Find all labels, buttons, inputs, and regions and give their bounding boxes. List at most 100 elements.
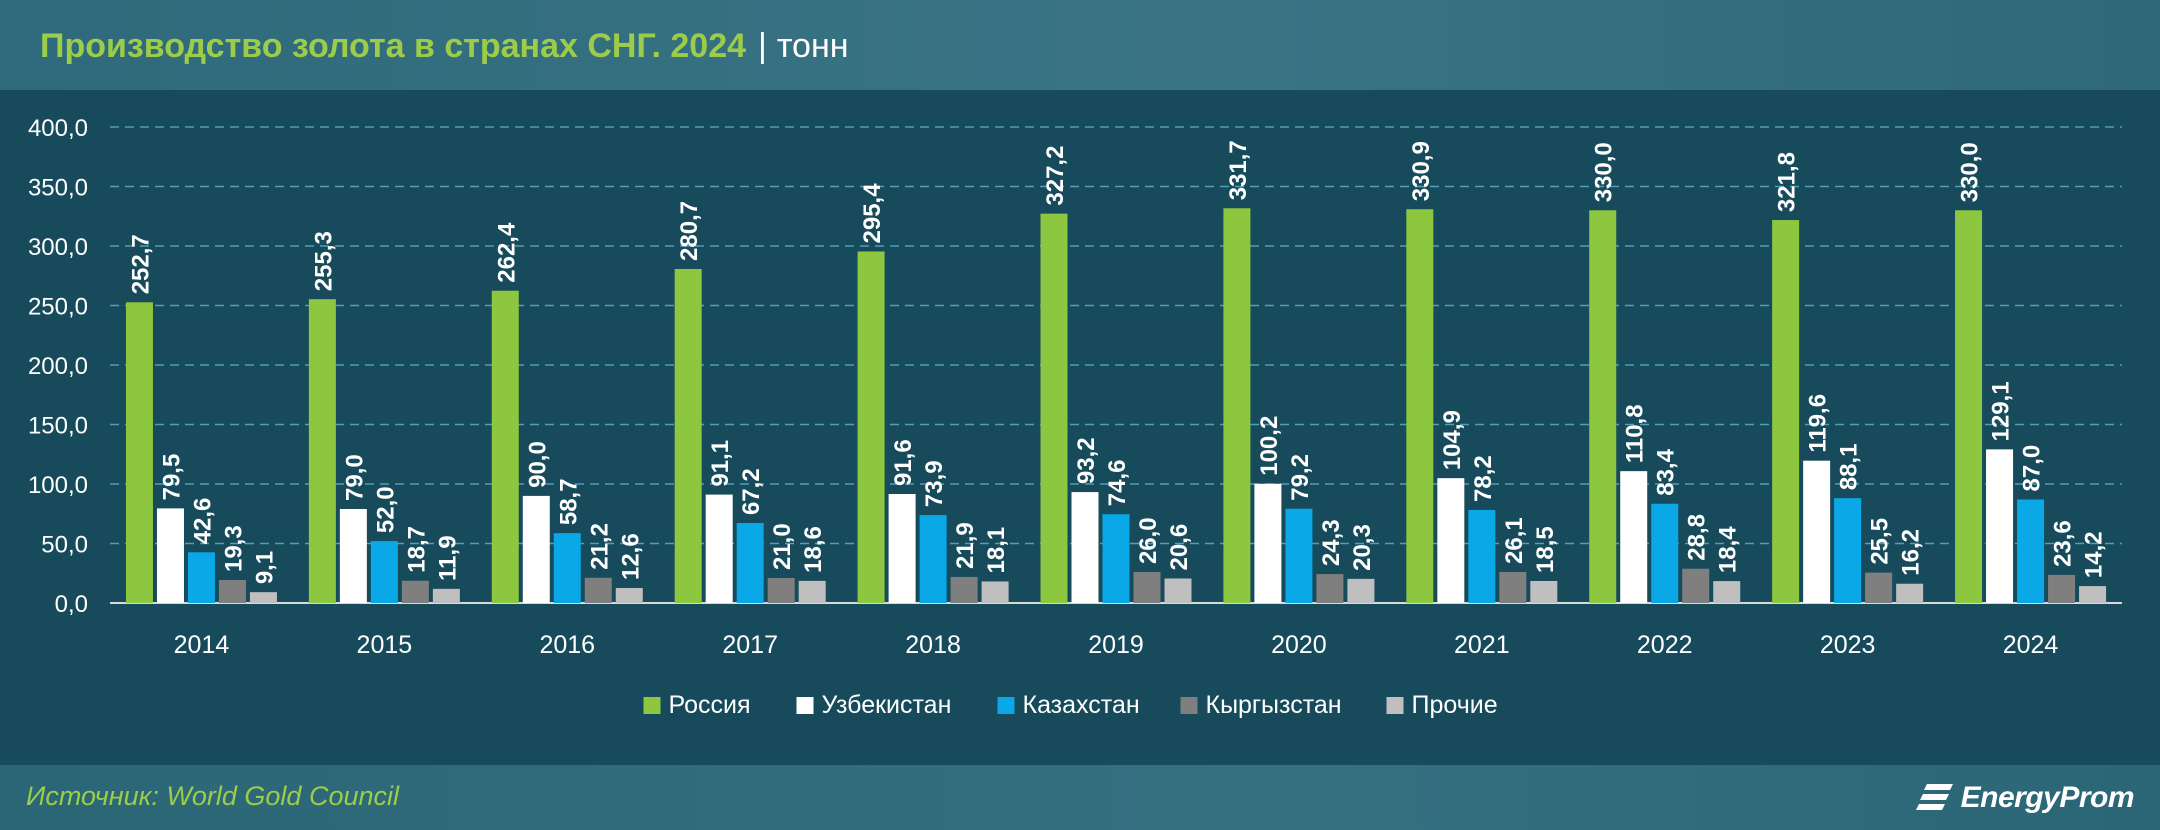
- data-label: 74,6: [1104, 460, 1131, 507]
- y-tick-label: 50,0: [41, 532, 88, 559]
- bar: [1468, 509, 1496, 603]
- legend-swatch: [997, 697, 1015, 714]
- data-label: 330,0: [1957, 142, 1984, 202]
- data-label: 16,2: [1898, 529, 1925, 576]
- legend-label: Прочие: [1412, 691, 1498, 719]
- bar: [1803, 460, 1831, 603]
- data-label: 11,9: [434, 535, 461, 580]
- data-label: 79,5: [158, 454, 185, 501]
- bar: [1164, 578, 1192, 603]
- bar: [1896, 583, 1924, 603]
- y-tick-label: 150,0: [28, 413, 88, 440]
- y-tick-label: 200,0: [28, 353, 88, 380]
- legend-swatch: [796, 697, 814, 714]
- data-label: 119,6: [1805, 394, 1832, 453]
- energyprom-logo-icon: [1915, 784, 1953, 810]
- data-label: 110,8: [1622, 404, 1649, 463]
- data-label: 26,1: [1501, 517, 1528, 564]
- data-label: 330,0: [1591, 142, 1618, 202]
- data-label: 330,9: [1408, 141, 1435, 201]
- data-label: 93,2: [1073, 437, 1100, 484]
- bar: [1102, 514, 1130, 603]
- data-label: 321,8: [1774, 152, 1801, 212]
- legend-label: Казахстан: [1023, 691, 1140, 719]
- title-separator: |: [758, 27, 767, 65]
- bar-chart: 0,0 50,0 100,0 150,0 200,0 250,0 300,0 350,0 400…: [28, 115, 2122, 719]
- data-label: 327,2: [1042, 146, 1069, 206]
- y-tick-label: 0,0: [55, 591, 88, 618]
- data-label: 28,8: [1684, 514, 1711, 561]
- data-label: 73,9: [921, 460, 948, 507]
- legend-label: Узбекистан: [822, 691, 952, 719]
- data-label: 20,3: [1349, 524, 1376, 571]
- bar: [1040, 213, 1068, 603]
- bar: [432, 588, 460, 603]
- y-tick-label: 350,0: [28, 175, 88, 202]
- source-note: Источник: World Gold Council: [26, 781, 399, 811]
- plot-area: 0,0 50,0 100,0 150,0 200,0 250,0 300,0 350,0 400…: [0, 90, 2160, 765]
- bar: [156, 508, 184, 603]
- data-label: 18,7: [403, 526, 430, 573]
- data-label: 88,1: [1836, 443, 1863, 490]
- chart-footer: Источник: World Gold Council EnergyProm: [0, 765, 2160, 830]
- data-label: 18,4: [1715, 526, 1742, 573]
- legend-label: Кыргызстан: [1206, 691, 1342, 719]
- data-label: 25,5: [1867, 518, 1894, 565]
- data-label: 9,1: [251, 551, 278, 584]
- data-label: 87,0: [2019, 445, 2046, 492]
- y-tick-label: 400,0: [28, 115, 88, 142]
- bar: [919, 515, 947, 603]
- bar: [2079, 586, 2107, 603]
- data-label: 24,3: [1318, 519, 1345, 566]
- x-tick-label: 2015: [357, 631, 413, 659]
- data-label: 90,0: [524, 441, 551, 488]
- x-tick-label: 2016: [539, 631, 595, 659]
- bar: [249, 592, 277, 603]
- chart-header: Производство золота в странах СНГ. 2024 |…: [0, 0, 2160, 90]
- bar: [2048, 574, 2076, 603]
- bar: [1955, 210, 1983, 604]
- x-tick-label: 2018: [905, 631, 961, 659]
- bar: [1651, 503, 1679, 603]
- bar: [1986, 449, 2014, 603]
- data-label: 18,1: [983, 527, 1010, 574]
- bar: [857, 251, 885, 603]
- bar: [1589, 210, 1617, 604]
- bar: [798, 580, 826, 603]
- legend-label: Россия: [669, 691, 751, 719]
- bar: [2017, 499, 2045, 603]
- data-label: 100,2: [1256, 416, 1283, 476]
- x-tick-label: 2023: [1820, 631, 1876, 659]
- data-label: 255,3: [310, 231, 337, 291]
- data-label: 42,6: [189, 498, 216, 545]
- bar: [1620, 471, 1648, 603]
- bar: [522, 495, 550, 603]
- data-label: 79,2: [1287, 454, 1314, 501]
- data-label: 21,2: [586, 523, 613, 570]
- bar: [1133, 572, 1161, 603]
- bar: [553, 533, 581, 603]
- data-label: 262,4: [493, 222, 520, 283]
- x-tick-label: 2024: [2003, 631, 2059, 659]
- data-label: 67,2: [738, 468, 765, 515]
- x-tick-label: 2021: [1454, 631, 1510, 659]
- data-label: 18,5: [1532, 526, 1559, 573]
- x-tick-label: 2022: [1637, 631, 1693, 659]
- bar: [1834, 498, 1862, 603]
- chart-title: Производство золота в странах СНГ. 2024 |…: [40, 26, 849, 66]
- y-tick-label: 100,0: [28, 472, 88, 499]
- data-label: 20,6: [1166, 524, 1193, 571]
- x-tick-label: 2020: [1271, 631, 1327, 659]
- bar: [1865, 572, 1893, 603]
- data-label: 78,2: [1470, 455, 1497, 502]
- data-label: 21,9: [952, 522, 979, 569]
- title-unit: тонн: [776, 27, 849, 65]
- bar: [1713, 581, 1741, 603]
- bar: [187, 552, 215, 603]
- data-label: 23,6: [2050, 520, 2077, 567]
- title-text: Производство золота в странах СНГ. 2024: [40, 27, 747, 65]
- bar: [491, 290, 519, 603]
- x-tick-label: 2017: [722, 631, 778, 659]
- data-label: 79,0: [341, 454, 368, 501]
- legend-swatch: [1386, 697, 1404, 714]
